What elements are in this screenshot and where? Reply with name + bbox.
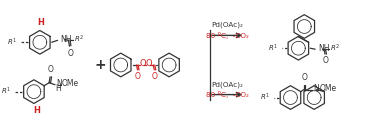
Text: 80 ºC,  -CO₂: 80 ºC, -CO₂ <box>206 91 249 98</box>
Text: $R^1$: $R^1$ <box>260 92 270 103</box>
Text: $R^2$: $R^2$ <box>74 34 84 45</box>
Text: Pd(OAc)₂: Pd(OAc)₂ <box>211 81 243 88</box>
Text: O: O <box>135 72 141 81</box>
Text: Pd(OAc)₂: Pd(OAc)₂ <box>211 22 243 28</box>
Text: 80 ºC,  -CO₂: 80 ºC, -CO₂ <box>206 32 249 39</box>
Text: OMe: OMe <box>319 84 336 93</box>
Text: O: O <box>145 60 152 68</box>
Text: OMe: OMe <box>62 79 79 88</box>
Text: O: O <box>152 72 158 81</box>
Text: N: N <box>56 79 62 88</box>
Text: H: H <box>37 18 44 28</box>
Text: H: H <box>33 106 40 115</box>
Text: $R^1$: $R^1$ <box>1 86 11 97</box>
Text: H: H <box>55 84 61 93</box>
Text: O: O <box>68 49 73 58</box>
Text: O: O <box>322 56 328 65</box>
Text: N: N <box>313 84 319 93</box>
Text: $R^2$: $R^2$ <box>330 43 340 54</box>
Text: NH: NH <box>60 35 72 44</box>
Text: O: O <box>139 60 146 68</box>
Text: $R^1$: $R^1$ <box>268 43 278 54</box>
Text: O: O <box>48 65 54 74</box>
Text: O: O <box>301 73 307 82</box>
Text: $R^1$: $R^1$ <box>7 37 17 48</box>
Text: +: + <box>94 58 106 72</box>
Text: NH: NH <box>318 44 330 53</box>
